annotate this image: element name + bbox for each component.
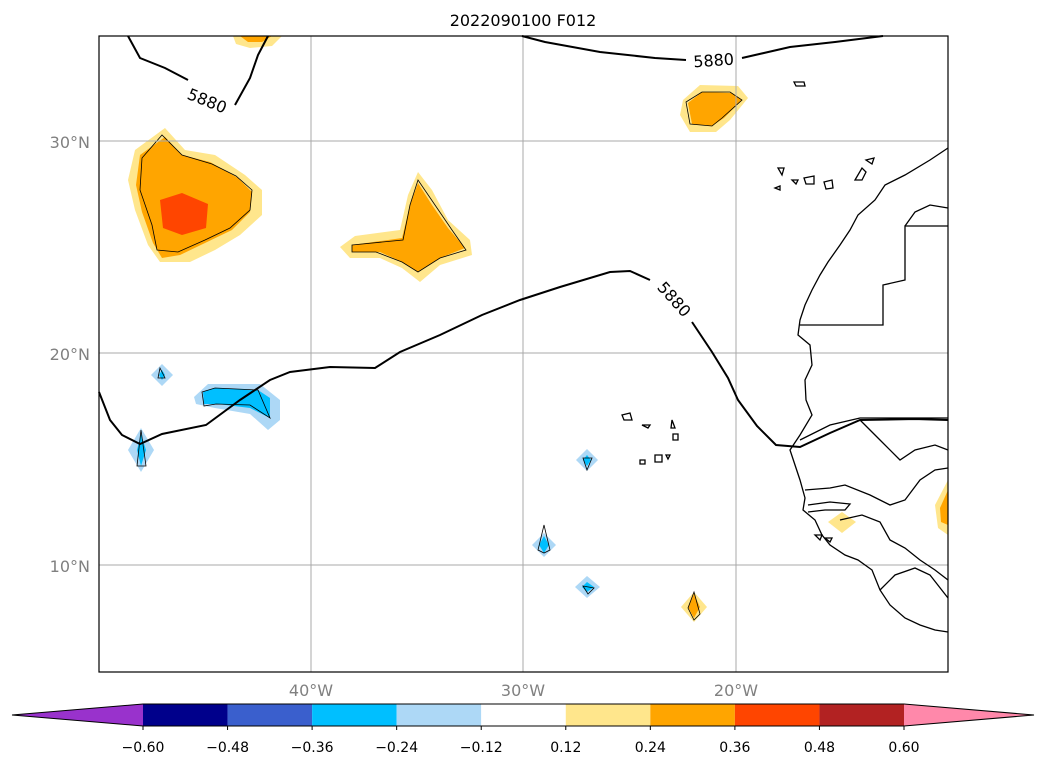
canary-island-1 — [776, 167, 785, 177]
colorbar-tick-label: 0.24 — [635, 740, 666, 756]
senegal-border — [804, 467, 949, 506]
gambia-outline — [807, 501, 852, 513]
anomaly-blob-nw-strong — [160, 193, 208, 235]
outline-dot-3 — [582, 457, 593, 472]
madeira-island — [792, 81, 806, 87]
contour-5880-top-right — [521, 35, 884, 61]
anomaly-blob-dot-1-mid — [159, 370, 165, 380]
map-frame — [98, 35, 949, 673]
lon-tick-30w: 30°W — [501, 681, 545, 700]
contour-5880-main — [98, 269, 949, 449]
anomaly-blob-east-edge-mid — [940, 490, 948, 525]
cape-verde-island-1 — [621, 412, 633, 421]
outline-nw — [139, 134, 253, 253]
colorbar-tick-label: −0.48 — [206, 740, 249, 756]
africa-coastline — [789, 147, 949, 633]
colorbar-tick-label: 0.12 — [550, 740, 581, 756]
canary-island-3 — [803, 175, 815, 185]
anomaly-blob-center-mid — [352, 183, 465, 272]
anomaly-blob-dot-2-mid — [137, 434, 146, 466]
colorbar-swatch — [143, 704, 228, 726]
canary-island-6 — [864, 157, 875, 166]
colorbar-swatch — [312, 704, 397, 726]
contour-label-2: 5880 — [693, 50, 735, 72]
anomaly-blob-top-mid — [240, 36, 272, 42]
cape-verde-island-4 — [672, 433, 679, 441]
chart-title: 2022090100 F012 — [450, 11, 597, 30]
anomaly-blob-coast — [828, 512, 856, 533]
colorbar-swatch — [734, 704, 820, 726]
cape-verde-island-2 — [641, 424, 652, 429]
coastlines — [621, 81, 949, 633]
lon-tick-labels: 40°W 30°W 20°W — [289, 681, 758, 700]
anomaly-blob-ne-mid — [688, 92, 742, 126]
colorbar-extend-high — [904, 704, 1034, 726]
colorbar-swatch — [565, 704, 651, 726]
lon-tick-40w: 40°W — [289, 681, 333, 700]
outline-dot-4 — [537, 524, 551, 554]
lat-tick-10n: 10°N — [50, 557, 90, 576]
sierra-leone-border — [879, 567, 949, 599]
outline-dot-2 — [136, 429, 147, 467]
lon-tick-20w: 20°W — [714, 681, 758, 700]
colorbar-swatch — [481, 704, 566, 726]
colorbar-tick-label: 0.36 — [719, 740, 750, 756]
cape-verde-island-6 — [654, 454, 663, 463]
anomaly-blob-dot-4-mid — [539, 536, 549, 553]
map-panel: 5880 5880 5880 — [98, 35, 949, 673]
outline-center — [351, 179, 467, 273]
bissagos-island-2 — [823, 537, 834, 544]
colorbar-swatch — [650, 704, 735, 726]
western-sahara-border — [800, 225, 948, 326]
colorbar-tick-label: −0.12 — [460, 740, 503, 756]
morocco-border — [904, 204, 949, 227]
colorbar-swatch — [819, 704, 904, 726]
contour-5880-top-left — [127, 35, 269, 106]
colorbar: −0.60 −0.48 −0.36 −0.24 −0.12 0.12 0.24 0.36 0.4… — [11, 703, 1035, 756]
colorbar-tick-label: −0.24 — [375, 740, 418, 756]
geopotential-5880-contour — [98, 35, 949, 449]
colorbar-tick-label: −0.60 — [122, 740, 165, 756]
canary-island-7 — [773, 185, 781, 191]
mali-border — [859, 419, 949, 461]
colorbar-tick-label: −0.36 — [291, 740, 334, 756]
lat-tick-labels: 30°N 20°N 10°N — [50, 133, 90, 576]
canary-island-4 — [823, 179, 834, 190]
colorbar-tick-label: 0.48 — [804, 740, 835, 756]
guinea-border — [839, 514, 949, 581]
outline-dot-1 — [157, 366, 166, 379]
outline-ne — [685, 91, 743, 127]
cape-verde-island-7 — [664, 454, 672, 461]
lat-tick-30n: 30°N — [50, 133, 90, 152]
colorbar-swatch — [227, 704, 313, 726]
cape-verde-island-3 — [670, 419, 676, 429]
outline-small-south — [687, 590, 701, 621]
gridlines — [99, 36, 948, 672]
bissagos-island-1 — [813, 534, 823, 542]
colorbar-extend-low — [12, 704, 143, 726]
mauritania-border — [799, 417, 948, 441]
outline-dot-5 — [582, 585, 595, 595]
canary-island-2 — [790, 179, 800, 186]
canary-island-5 — [853, 166, 867, 181]
cape-verde-island-5 — [639, 459, 646, 465]
anomaly-outline-contours — [136, 91, 743, 621]
outline-w — [201, 387, 271, 420]
colorbar-swatch — [396, 704, 482, 726]
anomaly-blob-small-south-mid — [688, 594, 700, 618]
colorbar-tick-label: 0.60 — [888, 740, 919, 756]
lat-tick-20n: 20°N — [50, 345, 90, 364]
